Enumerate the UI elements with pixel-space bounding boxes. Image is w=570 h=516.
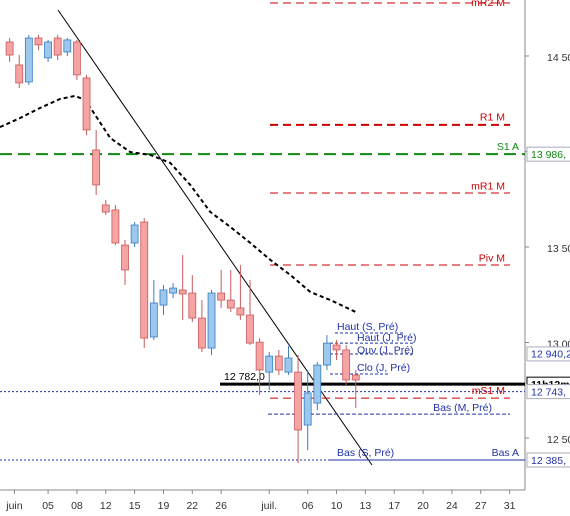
x-tick-label: 08 xyxy=(71,500,83,512)
candle-body xyxy=(149,302,158,338)
price-tag-label: 12 385, xyxy=(531,455,566,467)
candle-body xyxy=(236,307,245,316)
candle-body xyxy=(342,349,351,381)
candle-body xyxy=(73,41,81,76)
x-tick-label: 06 xyxy=(302,500,314,512)
candle-body xyxy=(101,204,110,213)
price-tag xyxy=(526,452,570,468)
x-tick-label: juin xyxy=(5,500,23,512)
level-label: S1 A xyxy=(497,141,519,153)
x-tick-label: 22 xyxy=(186,500,198,512)
candle-body xyxy=(53,37,62,56)
candle-body xyxy=(5,41,14,56)
x-tick-label: juil. xyxy=(260,500,277,512)
price-tag-label: 12 743, xyxy=(531,386,566,398)
level-label: mR2 M xyxy=(471,0,505,9)
level-label: 12 782,0 xyxy=(224,371,265,383)
level-label: mS1 M xyxy=(472,385,505,397)
candle-body xyxy=(265,355,274,373)
level-label: Bas A xyxy=(492,447,519,459)
level-label: Haut (J, Pré) xyxy=(357,332,417,344)
candle-body xyxy=(82,77,91,131)
y-tick-label: 12 500 xyxy=(547,434,570,446)
y-tick-label: 14 500 xyxy=(547,52,570,64)
candle-body xyxy=(178,289,187,295)
x-tick-label: 20 xyxy=(417,500,429,512)
level-label: Bas (S, Pré) xyxy=(337,447,394,459)
level-label: mR1 M xyxy=(471,181,505,193)
candle-body xyxy=(246,314,254,344)
candle-body xyxy=(351,374,360,381)
x-tick-label: 19 xyxy=(158,500,170,512)
candle-body xyxy=(207,292,216,349)
candle-body xyxy=(130,224,139,244)
candle-body xyxy=(284,357,293,373)
candle-body xyxy=(169,287,177,294)
level-label: Bas (M, Pré) xyxy=(433,402,492,414)
x-tick-label: 27 xyxy=(475,500,487,512)
candle-body xyxy=(255,341,264,371)
x-tick-label: 13 xyxy=(360,500,372,512)
x-tick-label: 17 xyxy=(388,500,400,512)
level-label: Haut (S, Pré) xyxy=(337,321,398,333)
candle-body xyxy=(111,209,120,244)
x-tick-label: 12 xyxy=(100,500,112,512)
price-tag xyxy=(526,146,570,162)
price-tag xyxy=(526,346,570,362)
candle-body xyxy=(313,364,322,404)
candle-body xyxy=(63,39,72,53)
candle-body xyxy=(121,244,129,271)
moving-average xyxy=(0,94,357,313)
x-tick-label: 24 xyxy=(446,500,458,512)
x-tick-label: 26 xyxy=(215,500,227,512)
candle-body xyxy=(274,355,283,371)
level-label: Piv M xyxy=(479,253,505,265)
level-label: Ouv (J, Pré) xyxy=(357,345,414,357)
x-tick-label: 15 xyxy=(129,500,141,512)
x-tick-label: 10 xyxy=(331,500,343,512)
candle-body xyxy=(24,37,33,83)
price-tag-label: 12 940,2 xyxy=(531,349,570,361)
candle-body xyxy=(198,317,206,349)
price-tag-label: 13 986, xyxy=(531,149,566,161)
candle-body xyxy=(140,221,149,339)
candle-body xyxy=(188,292,197,319)
candle-body xyxy=(217,292,226,301)
candle-body xyxy=(44,41,52,59)
y-tick-label: 13 500 xyxy=(547,243,570,255)
candle-body xyxy=(303,392,312,426)
x-tick-label: 31 xyxy=(504,500,516,512)
level-label: R1 M xyxy=(480,112,505,124)
candle-body xyxy=(226,299,235,309)
candle-body xyxy=(294,371,302,431)
candle-body xyxy=(323,342,331,366)
candle-body xyxy=(92,149,101,186)
candle-body xyxy=(15,64,24,84)
price-tag xyxy=(526,384,570,400)
level-label: Clo (J, Pré) xyxy=(357,362,410,374)
x-tick-label: 05 xyxy=(42,500,54,512)
candle-body xyxy=(34,37,43,46)
candle-body xyxy=(159,289,168,306)
candle-body xyxy=(332,344,341,351)
